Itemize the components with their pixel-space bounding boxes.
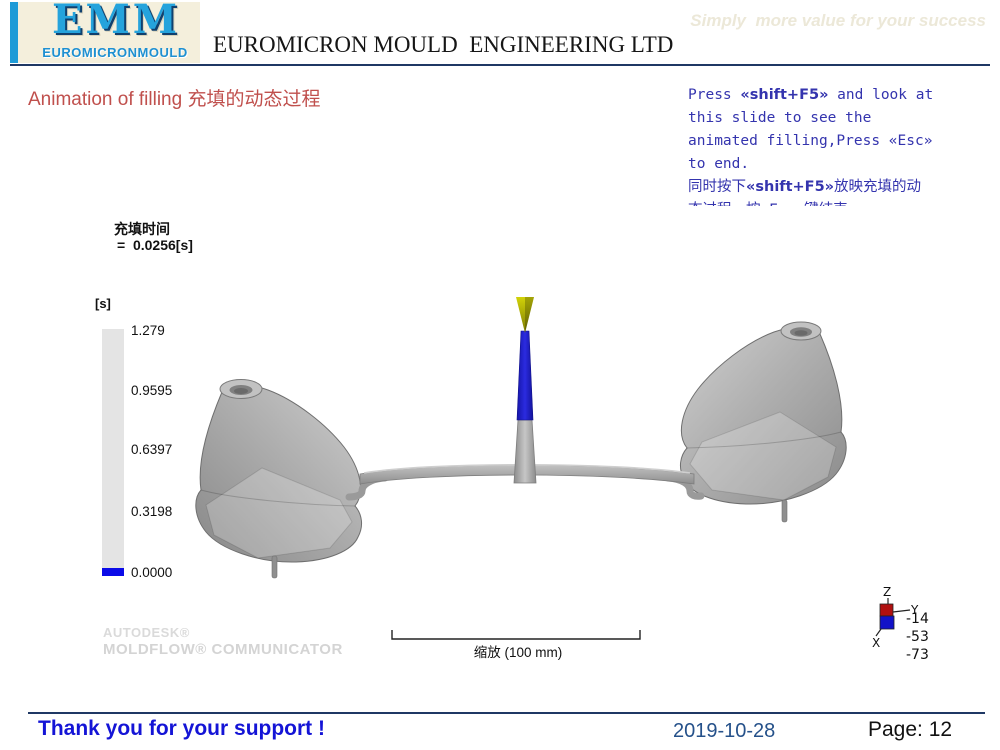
logo-subtext: EUROMICRONMOULD xyxy=(42,45,188,60)
filled-melt-front xyxy=(516,330,534,421)
axis-z-label: Z xyxy=(883,585,891,599)
instruction-line-clipped: 态过程，按«Esc»键结束 xyxy=(688,199,990,206)
company-logo: EMM EUROMICRONMOULD xyxy=(10,0,200,63)
plot-legend-title: 充填时间 xyxy=(114,221,170,237)
colorbar-tick: 0.3198 xyxy=(131,504,173,519)
instruction-line: this slide to see the xyxy=(688,110,872,126)
instruction-text-block: Press «shift+F5» and look at this slide … xyxy=(688,84,990,206)
logo-acronym: EMM xyxy=(51,0,181,43)
logo-stripe xyxy=(10,2,18,63)
moldflow-watermark: AUTODESK® MOLDFLOW® COMMUNICATOR xyxy=(103,625,343,658)
footer-divider xyxy=(28,712,985,714)
slide-title: Animation of filling 充填的动态过程 xyxy=(28,89,321,110)
sprue-model xyxy=(513,297,537,484)
company-slogan: Simply more value for your success xyxy=(690,11,986,30)
colorbar xyxy=(102,329,124,576)
header-divider xyxy=(10,64,990,66)
axis-coord: -14 xyxy=(906,611,929,627)
colorbar-unit-label: [s] xyxy=(95,296,111,311)
instruction-line: to end. xyxy=(688,156,750,172)
company-name: EUROMICRON MOULD ENGINEERING LTD xyxy=(213,32,674,57)
instruction-line: animated filling,Press «Esc» xyxy=(688,133,933,149)
instruction-line: 同时按下«shift+F5»放映充填的动 xyxy=(688,179,922,195)
axis-x-label: X xyxy=(872,636,880,650)
axis-coord: -53 xyxy=(906,629,929,645)
axis-triad-icon: Z Y X -14 -53 -73 xyxy=(872,585,929,663)
watermark-line: MOLDFLOW® COMMUNICATOR xyxy=(103,640,343,658)
axis-y-label: Y xyxy=(910,603,919,617)
scale-bar xyxy=(391,630,641,640)
colorbar-tick: 1.279 xyxy=(131,323,165,338)
shortcut-key-text: «shift+F5» xyxy=(746,179,835,195)
instruction-line: Press «shift+F5» and look at xyxy=(688,87,934,103)
axis-coord: -73 xyxy=(906,647,929,663)
plot-legend-value: = 0.0256[s] xyxy=(117,237,193,253)
shortcut-key-text: «shift+F5» xyxy=(740,87,829,103)
footer-thanks-text: Thank you for your support ! xyxy=(38,717,325,740)
left-part-model xyxy=(195,379,363,579)
scale-bar-label: 缩放 (100 mm) xyxy=(473,645,563,660)
colorbar-filled-segment xyxy=(102,568,124,576)
colorbar-tick: 0.6397 xyxy=(131,442,173,457)
right-part-model xyxy=(679,321,847,523)
colorbar-tick: 0.9595 xyxy=(131,383,173,398)
colorbar-tick: 0.0000 xyxy=(131,565,173,580)
footer-page-number: Page: 12 xyxy=(868,718,953,741)
footer-date: 2019-10-28 xyxy=(673,720,776,742)
injection-location-icon xyxy=(516,297,534,333)
watermark-line: AUTODESK® xyxy=(103,625,190,640)
